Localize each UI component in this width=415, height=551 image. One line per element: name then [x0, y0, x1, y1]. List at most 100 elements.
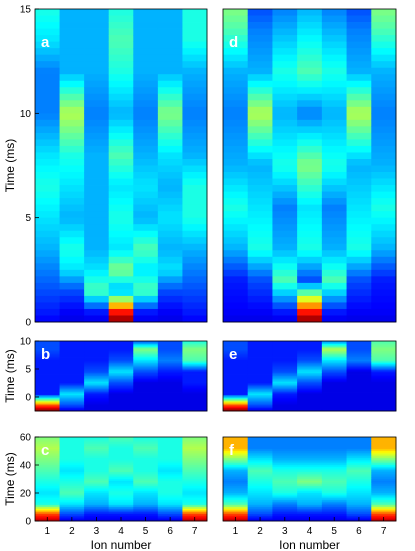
- heatmap-cell: [223, 444, 249, 447]
- heatmap-cell: [321, 217, 347, 225]
- heatmap-cell: [272, 400, 298, 403]
- heatmap-cell: [157, 445, 183, 448]
- heatmap-cell: [223, 87, 249, 95]
- heatmap-cell: [35, 9, 60, 16]
- heatmap-cell: [59, 442, 85, 445]
- heatmap-cell: [297, 454, 323, 457]
- heatmap-cell: [133, 451, 159, 454]
- heatmap-cell: [371, 80, 397, 88]
- heatmap-cell: [346, 276, 372, 284]
- heatmap-cell: [182, 341, 208, 343]
- heatmap-cell: [35, 503, 60, 506]
- heatmap-cell: [346, 512, 372, 515]
- heatmap-cell: [346, 444, 372, 447]
- heatmap-cell: [297, 80, 323, 88]
- heatmap-cell: [346, 217, 372, 225]
- heatmap-cell: [35, 454, 60, 457]
- heatmap-cell: [297, 463, 323, 466]
- heatmap-cell: [157, 501, 183, 504]
- heatmap-cell: [247, 198, 273, 206]
- heatmap-cell: [297, 376, 323, 378]
- heatmap-cell: [108, 376, 134, 378]
- heatmap-cell: [321, 463, 347, 466]
- heatmap-cell: [346, 465, 372, 468]
- heatmap-cell: [272, 442, 298, 445]
- heatmap-cell: [371, 514, 397, 517]
- heatmap-cell: [35, 468, 60, 471]
- heatmap-cell: [371, 145, 397, 153]
- x-tick-label: 7: [381, 526, 387, 537]
- heatmap-cell: [371, 482, 397, 485]
- heatmap-cell: [108, 361, 134, 364]
- heatmap-cell: [371, 472, 397, 475]
- y-axis-label: Time (ms): [3, 452, 17, 506]
- heatmap-cell: [108, 315, 134, 323]
- heatmap-cell: [321, 449, 347, 452]
- heatmap-cell: [84, 489, 110, 492]
- heatmap-cell: [346, 437, 372, 440]
- heatmap-cell: [84, 54, 110, 62]
- heatmap-cell: [157, 480, 183, 483]
- heatmap-cell: [346, 204, 372, 212]
- heatmap-cell: [59, 289, 85, 297]
- heatmap-cell: [84, 126, 110, 134]
- heatmap-cell: [247, 505, 273, 508]
- x-tick-label: 4: [307, 526, 313, 537]
- heatmap-cell: [84, 512, 110, 515]
- heatmap-cell: [297, 256, 323, 264]
- heatmap-cell: [247, 475, 273, 478]
- heatmap-cell: [371, 392, 397, 394]
- heatmap-cell: [133, 132, 159, 140]
- heatmap-cell: [272, 466, 298, 469]
- heatmap-cell: [157, 403, 183, 406]
- heatmap-cell: [35, 381, 60, 384]
- heatmap-cell: [371, 380, 397, 383]
- heatmap-cell: [247, 489, 273, 492]
- heatmap-cell: [247, 473, 273, 476]
- heatmap-cell: [346, 373, 372, 375]
- heatmap-cell: [182, 383, 208, 386]
- heatmap-cell: [272, 289, 298, 297]
- heatmap-cell: [321, 158, 347, 166]
- heatmap-cell: [247, 394, 273, 397]
- heatmap-cell: [59, 444, 85, 447]
- heatmap-cell: [157, 482, 183, 485]
- y-axis-label: Time (ms): [3, 349, 17, 403]
- heatmap-cell: [272, 479, 298, 482]
- heatmap-cell: [133, 348, 159, 351]
- heatmap-cell: [272, 158, 298, 166]
- heatmap-cell: [371, 361, 397, 364]
- heatmap-cell: [133, 172, 159, 179]
- heatmap-cell: [321, 352, 347, 355]
- heatmap-cell: [133, 276, 159, 284]
- heatmap-cell: [321, 456, 347, 459]
- heatmap-cell: [272, 373, 298, 375]
- heatmap-cell: [108, 458, 134, 461]
- heatmap-cell: [321, 100, 347, 108]
- heatmap-cell: [223, 484, 249, 487]
- heatmap-cell: [157, 237, 183, 245]
- heatmap-cell: [223, 126, 249, 134]
- heatmap-cell: [157, 178, 183, 186]
- heatmap-cell: [247, 263, 273, 271]
- heatmap-cell: [321, 491, 347, 494]
- heatmap-cell: [108, 371, 134, 374]
- heatmap-cell: [272, 352, 298, 355]
- heatmap-cell: [371, 458, 397, 461]
- heatmap-cell: [35, 386, 60, 389]
- heatmap-cell: [247, 399, 273, 402]
- heatmap-cell: [247, 269, 273, 277]
- x-tick-label: 3: [282, 526, 288, 537]
- heatmap-cell: [84, 351, 110, 354]
- heatmap-cell: [272, 501, 298, 504]
- heatmap-cell: [346, 383, 372, 386]
- heatmap-cell: [297, 444, 323, 447]
- heatmap-cell: [157, 191, 183, 199]
- heatmap-cell: [272, 507, 298, 510]
- heatmap-cell: [35, 437, 60, 440]
- heatmap-cell: [133, 308, 159, 316]
- heatmap-cell: [223, 440, 249, 443]
- heatmap-cell: [272, 512, 298, 515]
- heatmap-cell: [346, 349, 372, 352]
- heatmap-cell: [59, 370, 85, 373]
